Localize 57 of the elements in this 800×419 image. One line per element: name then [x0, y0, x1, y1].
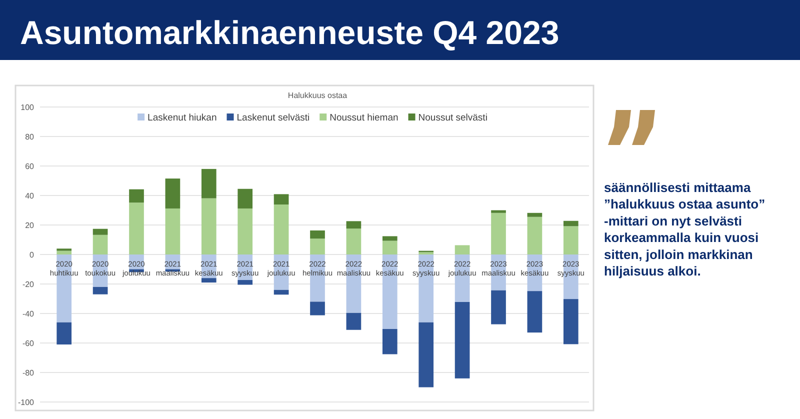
bar — [382, 236, 398, 241]
bar — [491, 210, 506, 213]
bar — [165, 178, 180, 208]
legend-label: Laskenut hiukan — [148, 112, 217, 124]
bar — [238, 280, 253, 285]
legend-label: Noussut selvästi — [418, 112, 488, 124]
bar — [92, 286, 108, 294]
chart-subtitle: Halukkuus ostaa — [288, 91, 348, 100]
bar — [454, 245, 470, 254]
bar — [165, 208, 180, 254]
y-tick-label: -40 — [22, 309, 35, 318]
bar — [563, 220, 578, 226]
y-tick-label: 0 — [30, 250, 35, 260]
bar — [491, 212, 506, 254]
bar — [56, 250, 72, 254]
bar — [346, 312, 362, 330]
y-tick-label: -20 — [22, 280, 35, 289]
bar — [563, 226, 578, 254]
y-tick-label: 20 — [25, 220, 35, 230]
bar — [382, 328, 398, 354]
bar — [491, 290, 506, 324]
bar — [310, 230, 325, 239]
bar — [527, 212, 542, 217]
y-tick-label: 40 — [25, 191, 35, 200]
legend-label: Laskenut selvästi — [236, 112, 310, 124]
bar — [346, 228, 362, 254]
y-tick-label: -60 — [22, 338, 35, 348]
bar — [274, 290, 289, 295]
chart-title: Asuntomarkkinaenneuste Q4 2023 — [20, 14, 560, 51]
bar — [310, 238, 325, 254]
bar — [201, 198, 216, 254]
y-tick-label: 80 — [25, 132, 35, 142]
bar — [129, 202, 144, 254]
bar — [346, 221, 362, 229]
bar — [92, 228, 108, 235]
bar — [129, 189, 144, 203]
bar — [201, 278, 216, 283]
bar — [527, 216, 542, 254]
bar — [310, 302, 325, 316]
bar — [418, 322, 434, 388]
bar — [563, 299, 578, 344]
bar — [527, 291, 542, 333]
bar — [238, 188, 253, 208]
y-tick-label: 60 — [25, 162, 35, 171]
bar — [274, 194, 289, 204]
bar — [92, 234, 108, 254]
text: säännöllisesti mittaama ”halukkuus ostaa asunto” -mittari on nyt selvästi korkeammalla kuin vuosi sitten, jolloin markkinan hiljaisuus alkoi. — [604, 180, 766, 278]
bar — [201, 168, 216, 198]
legend-label: Noussut hieman — [330, 112, 398, 124]
y-tick-label: -100 — [18, 398, 35, 407]
bar — [382, 240, 398, 254]
y-tick-label: 100 — [20, 102, 35, 112]
bar — [56, 322, 72, 344]
bar — [274, 204, 289, 254]
y-tick-label: -80 — [22, 368, 35, 378]
bar — [454, 302, 470, 378]
bar — [238, 208, 253, 254]
